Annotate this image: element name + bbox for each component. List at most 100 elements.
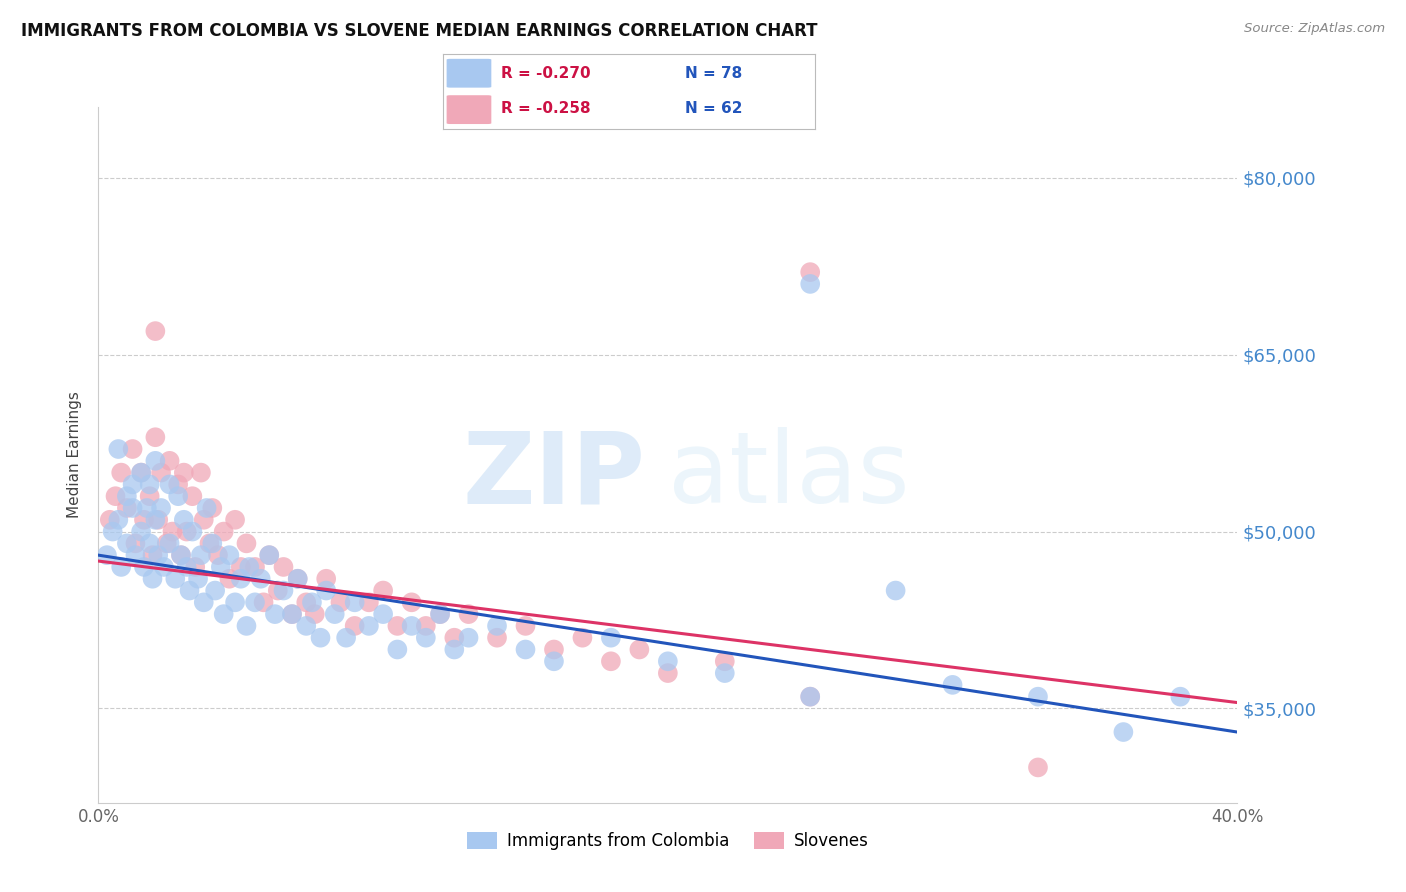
Point [335,631,357,645]
Point [235,536,257,550]
Point [273,583,295,598]
Point [243,560,266,574]
Point [190,466,212,480]
Point [135,500,157,515]
Point [252,595,274,609]
Point [1026,760,1049,774]
Point [799,265,821,279]
Point [1026,690,1049,704]
Point [173,466,195,480]
Point [357,619,380,633]
Point [96,548,118,562]
Point [150,500,173,515]
Point [212,607,235,621]
FancyBboxPatch shape [447,59,491,87]
Point [229,572,252,586]
Point [315,583,337,598]
Point [387,642,409,657]
Point [309,631,332,645]
Point [259,548,281,562]
Point [207,548,229,562]
Point [264,607,287,621]
Point [195,500,218,515]
Point [150,466,173,480]
Point [124,536,146,550]
Point [315,572,337,586]
Point [170,548,193,562]
Point [145,324,167,338]
Text: R = -0.258: R = -0.258 [501,102,591,116]
Point [387,619,409,633]
Point [600,631,623,645]
Point [287,572,309,586]
Point [543,654,565,668]
Point [179,583,201,598]
Point [145,430,167,444]
Text: ZIP: ZIP [463,427,645,524]
Point [138,477,160,491]
Point [628,642,651,657]
Point [132,513,155,527]
Point [429,607,451,621]
Point [657,666,679,681]
Point [201,536,224,550]
Point [304,607,326,621]
Point [942,678,965,692]
Point [184,560,207,574]
Point [515,619,537,633]
Point [167,477,190,491]
Legend: Immigrants from Colombia, Slovenes: Immigrants from Colombia, Slovenes [460,826,876,857]
Point [799,690,821,704]
Point [415,631,437,645]
Point [1170,690,1192,704]
Point [373,607,395,621]
Point [153,560,176,574]
Point [110,466,132,480]
Point [141,548,163,562]
Point [193,595,215,609]
Point [101,524,124,539]
Point [443,642,465,657]
Point [132,560,155,574]
Point [1112,725,1135,739]
Point [486,631,509,645]
Text: atlas: atlas [668,427,910,524]
Point [515,642,537,657]
Point [107,442,129,456]
Point [138,536,160,550]
Point [145,513,167,527]
Point [224,595,246,609]
Point [218,572,240,586]
Point [457,607,479,621]
Point [115,500,138,515]
Point [148,513,170,527]
Point [159,454,181,468]
Point [657,654,679,668]
Point [243,595,266,609]
Point [884,583,907,598]
Point [190,548,212,562]
Point [343,595,366,609]
Point [373,583,395,598]
Point [121,477,143,491]
Point [457,631,479,645]
Point [600,654,623,668]
Point [167,489,190,503]
Point [110,560,132,574]
Point [714,666,737,681]
Point [238,560,260,574]
Point [193,513,215,527]
Point [115,489,138,503]
Point [156,536,179,550]
Point [229,560,252,574]
Point [204,583,226,598]
Point [121,500,143,515]
Point [162,524,184,539]
Point [357,595,380,609]
Point [115,536,138,550]
Point [212,524,235,539]
Point [129,466,152,480]
Point [176,560,198,574]
Point [401,595,423,609]
Point [159,536,181,550]
